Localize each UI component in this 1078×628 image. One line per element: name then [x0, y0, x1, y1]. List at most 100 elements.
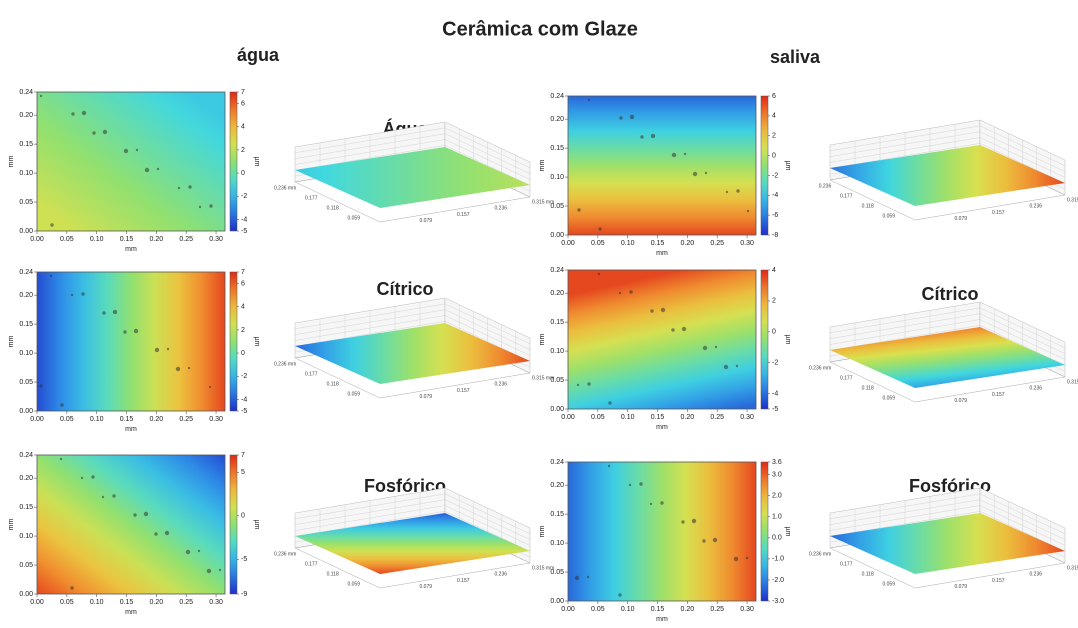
- surface-y-tick-label: 0.059: [347, 581, 360, 587]
- x-tick-label: 0.15: [120, 236, 134, 243]
- colorbar: [761, 96, 768, 235]
- height-map: [568, 462, 756, 601]
- surface-defect: [82, 111, 86, 115]
- surface-defect: [703, 346, 707, 350]
- colorbar-tick-label: 3.0: [772, 471, 782, 478]
- surface-title: Cítrico: [921, 284, 978, 304]
- surface-defect: [588, 99, 590, 101]
- colorbar-tick-label: -4: [241, 396, 247, 403]
- surface-x-tick-label: 0.315 mm: [1067, 565, 1078, 571]
- surface-defect: [736, 189, 739, 192]
- x-tick-label: 0.30: [209, 416, 223, 423]
- surface-defect: [188, 185, 191, 188]
- surface-defect: [629, 484, 631, 486]
- surface-defect: [629, 290, 632, 293]
- colorbar-label: µm: [784, 161, 791, 171]
- surface-defect: [71, 112, 74, 115]
- y-tick-label: 0.10: [19, 350, 33, 357]
- y-tick-label: 0.24: [19, 89, 33, 96]
- colorbar-tick-label: -4: [772, 390, 778, 397]
- y-tick-label: 0.10: [550, 540, 564, 547]
- y-tick-label: 0.05: [550, 203, 564, 210]
- colorbar-tick-label: -8: [772, 232, 778, 239]
- surface-y-tick-label: 0.118: [327, 571, 339, 577]
- surface-x-tick-label: 0.236: [1030, 386, 1043, 392]
- surface-defect: [91, 475, 94, 478]
- x-axis-label: mm: [125, 609, 137, 616]
- surface-y-tick-label: 0.118: [862, 385, 874, 391]
- colorbar-label: µm: [253, 520, 260, 530]
- surface-defect: [713, 538, 717, 542]
- surface-defect: [650, 503, 652, 505]
- colorbar-tick-label: 4: [772, 113, 776, 120]
- surface-y-tick-label: 0.177: [840, 193, 853, 199]
- surface-defect: [608, 401, 611, 404]
- x-tick-label: 0.10: [621, 240, 635, 247]
- y-axis-label: mm: [539, 526, 546, 538]
- surface-defect: [661, 308, 665, 312]
- surface-defect: [186, 550, 190, 554]
- surface-defect: [39, 384, 42, 387]
- surface-defect: [577, 384, 579, 386]
- surface-x-tick-label: 0.079: [955, 398, 968, 404]
- x-tick-label: 0.10: [621, 606, 635, 613]
- surface-defect: [746, 557, 748, 559]
- surface-defect: [167, 348, 169, 350]
- x-tick-label: 0.15: [120, 599, 134, 606]
- colorbar-tick-label: 0.0: [772, 535, 782, 542]
- colorbar-tick-label: -2: [772, 172, 778, 179]
- x-axis-label: mm: [656, 424, 668, 431]
- y-tick-label: 0.24: [19, 452, 33, 459]
- surface-defect: [50, 275, 52, 277]
- surface-defect: [598, 273, 600, 275]
- surface-defect: [157, 168, 159, 170]
- colorbar-tick-label: 0: [241, 513, 245, 520]
- x-tick-label: 0.05: [60, 599, 74, 606]
- surface-defect: [134, 329, 138, 333]
- colorbar-label: µm: [784, 527, 791, 537]
- surface-defect: [671, 328, 674, 331]
- surface-defect: [705, 172, 707, 174]
- colorbar-tick-label: 6: [241, 100, 245, 107]
- x-tick-label: 0.10: [90, 599, 104, 606]
- surface-defect: [640, 135, 643, 138]
- surface-defect: [40, 95, 42, 97]
- surface-defect: [619, 292, 621, 294]
- x-tick-label: 0.10: [621, 414, 635, 421]
- colorbar-tick-label: 6: [772, 93, 776, 100]
- surface-defect: [124, 149, 128, 153]
- height-map: [568, 270, 756, 409]
- y-tick-label: 0.20: [19, 292, 33, 299]
- surface-x-tick-label: 0.079: [955, 584, 968, 590]
- height-map: [37, 455, 225, 594]
- colorbar-label: µm: [253, 337, 260, 347]
- figure: Cerâmica com Glaze água saliva 0.000.050…: [0, 0, 1078, 628]
- y-tick-label: 0.15: [550, 145, 564, 152]
- x-axis-label: mm: [656, 250, 668, 257]
- x-tick-label: 0.00: [561, 606, 575, 613]
- x-tick-label: 0.20: [150, 599, 164, 606]
- y-tick-label: 0.00: [550, 232, 564, 239]
- surface-defect: [102, 311, 105, 314]
- surface-defect: [715, 346, 717, 348]
- y-tick-label: 0.15: [19, 504, 33, 511]
- x-tick-label: 0.05: [591, 240, 605, 247]
- x-tick-label: 0.25: [179, 599, 193, 606]
- colorbar-tick-label: -5: [241, 228, 247, 235]
- x-tick-label: 0.05: [60, 236, 74, 243]
- surface-x-tick-label: 0.315 mm: [1067, 197, 1078, 203]
- y-tick-label: 0.20: [19, 475, 33, 482]
- surface-defect: [81, 292, 84, 295]
- surface-x-tick-label: 0.079: [420, 394, 433, 400]
- surface-y-tick-label: 0.177: [305, 195, 318, 201]
- surface-x-tick-label: 0.236: [1030, 572, 1043, 578]
- colorbar-tick-label: 6: [241, 280, 245, 287]
- colorbar-tick-label: 4: [241, 304, 245, 311]
- surface-y-tick-label: 0.059: [347, 215, 360, 221]
- surface-defect: [734, 557, 738, 561]
- colorbar-tick-label: -3.0: [772, 598, 784, 605]
- colorbar-tick-label: 5: [241, 469, 245, 476]
- surface-defect: [681, 520, 684, 523]
- colorbar-tick-label: -5: [241, 556, 247, 563]
- surface-x-tick-label: 0.315 mm: [1067, 379, 1078, 385]
